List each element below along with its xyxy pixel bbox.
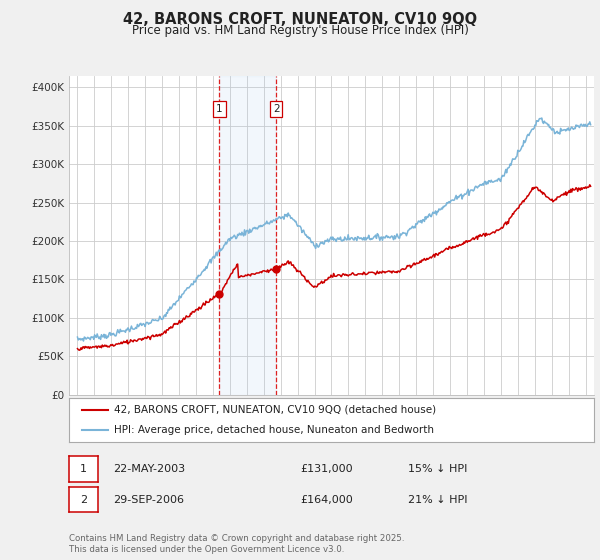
- Text: 42, BARONS CROFT, NUNEATON, CV10 9QQ: 42, BARONS CROFT, NUNEATON, CV10 9QQ: [123, 12, 477, 27]
- Text: 29-SEP-2006: 29-SEP-2006: [113, 495, 184, 505]
- Text: 42, BARONS CROFT, NUNEATON, CV10 9QQ (detached house): 42, BARONS CROFT, NUNEATON, CV10 9QQ (de…: [113, 405, 436, 415]
- Text: £164,000: £164,000: [300, 495, 353, 505]
- Text: 22-MAY-2003: 22-MAY-2003: [113, 464, 185, 474]
- Text: 2: 2: [273, 104, 280, 114]
- Bar: [220, 76, 276, 395]
- Text: Price paid vs. HM Land Registry's House Price Index (HPI): Price paid vs. HM Land Registry's House …: [131, 24, 469, 36]
- Text: Contains HM Land Registry data © Crown copyright and database right 2025.
This d: Contains HM Land Registry data © Crown c…: [69, 534, 404, 554]
- Text: 1: 1: [216, 104, 223, 114]
- Text: £131,000: £131,000: [300, 464, 353, 474]
- Text: 21% ↓ HPI: 21% ↓ HPI: [408, 495, 467, 505]
- Text: 2: 2: [80, 495, 87, 505]
- Text: 1: 1: [80, 464, 87, 474]
- Text: HPI: Average price, detached house, Nuneaton and Bedworth: HPI: Average price, detached house, Nune…: [113, 425, 434, 435]
- Text: 15% ↓ HPI: 15% ↓ HPI: [408, 464, 467, 474]
